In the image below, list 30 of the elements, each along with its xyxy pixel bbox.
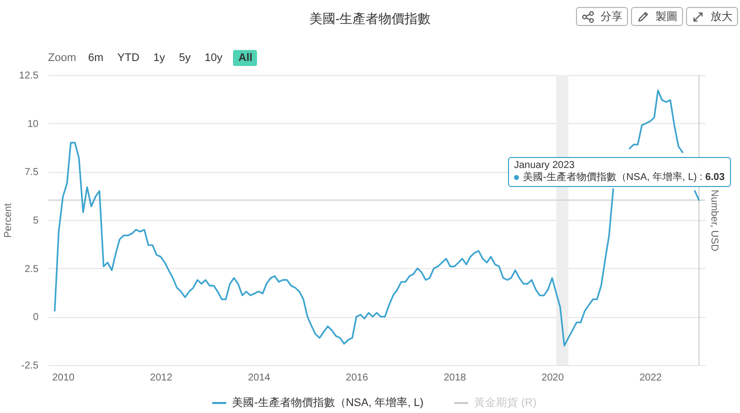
- x-tick-label: 2016: [346, 372, 368, 384]
- x-tick-label: 2022: [639, 372, 662, 384]
- y-tick-label: 7.5: [24, 167, 39, 178]
- y-tick-label: 12.5: [19, 70, 39, 82]
- y-axis-title: Percent: [3, 203, 14, 238]
- text: 放大: [710, 10, 732, 24]
- text: YTD: [116, 51, 140, 66]
- text: 10y: [204, 51, 224, 66]
- y-tick-label: -2.5: [21, 360, 39, 372]
- text: 1y: [152, 51, 166, 66]
- chart-title: 美國-生產者物價指數: [309, 11, 431, 26]
- y-tick-label: 2.5: [24, 264, 39, 275]
- text: 6m: [87, 51, 104, 66]
- y2-axis-title: Number, USD: [708, 190, 720, 252]
- x-tick-label: 2018: [444, 372, 466, 384]
- legend-label: 美國-生產者物價指數（NSA, 年增率, L): [232, 396, 424, 409]
- text: 5y: [178, 51, 192, 66]
- y-tick-label: 10: [27, 118, 39, 130]
- annotation: January 2023: [514, 160, 575, 172]
- x-tick-label: 2012: [150, 372, 173, 384]
- y-tick-label: 5: [32, 216, 39, 226]
- text: 分享: [600, 10, 622, 24]
- annotation: 美國-生產者物價指數（NSA, 年增率, L) : 6.03: [522, 172, 725, 184]
- text: Zoom: [48, 51, 78, 66]
- text: 製圖: [656, 10, 678, 24]
- x-tick-label: 2010: [52, 372, 75, 384]
- x-tick-label: 2020: [542, 372, 564, 384]
- text: All: [233, 50, 258, 66]
- y-tick-label: 0: [32, 312, 39, 324]
- x-tick-label: 2014: [248, 372, 271, 384]
